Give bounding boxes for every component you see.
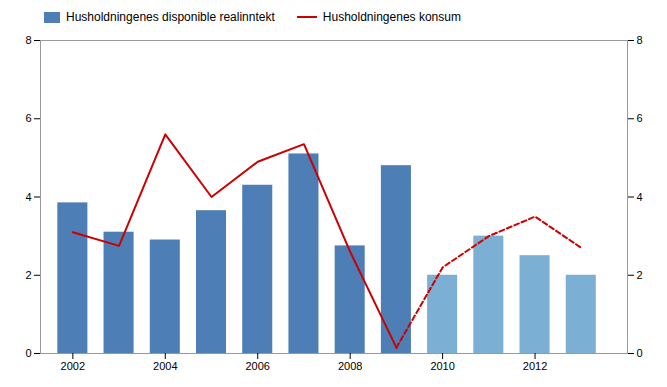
svg-text:2004: 2004 [153,360,177,372]
svg-text:2: 2 [25,269,31,281]
html-text:Husholdningenes disponible rea: Husholdningenes disponible realinntekt [66,10,275,24]
svg-text:0: 0 [25,347,31,359]
svg-text:2008: 2008 [338,360,362,372]
svg-text:2006: 2006 [245,360,269,372]
svg-text:6: 6 [25,112,31,124]
svg-text:0: 0 [637,347,643,359]
svg-text:4: 4 [637,191,643,203]
svg-text:6: 6 [637,112,643,124]
svg-text:4: 4 [25,191,31,203]
svg-text:2012: 2012 [523,360,547,372]
svg-text:8: 8 [25,34,31,46]
html-text:Husholdningenes konsum: Husholdningenes konsum [322,10,461,24]
svg-text:8: 8 [637,34,643,46]
svg-text:2: 2 [637,269,643,281]
svg-text:2010: 2010 [430,360,454,372]
svg-text:2002: 2002 [61,360,85,372]
